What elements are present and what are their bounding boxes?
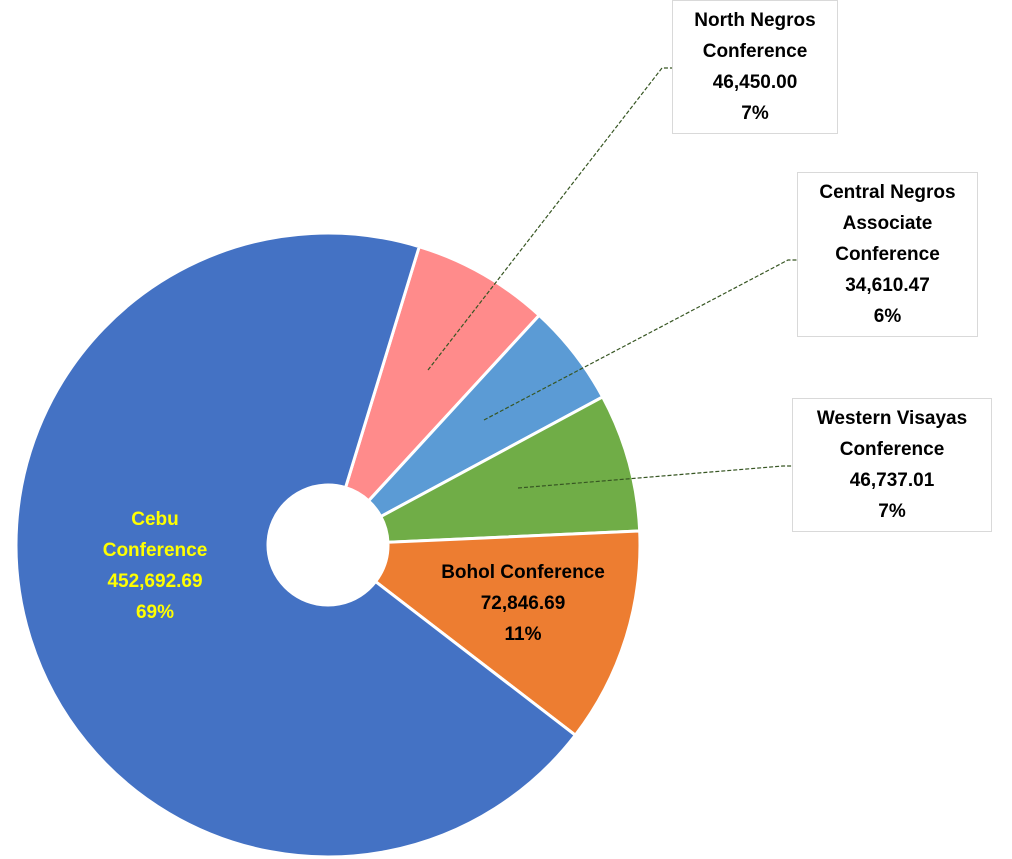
leader-line: [517, 465, 792, 489]
data-label: Western Visayas Conference 46,737.01 7%: [792, 398, 992, 532]
label-percent: 11%: [504, 624, 542, 645]
label-value: 46,737.01: [849, 470, 935, 491]
label-percent: 6%: [873, 306, 902, 327]
slice: [378, 394, 642, 544]
label-percent: 7%: [741, 103, 769, 124]
label-value: 72,846.69: [480, 593, 566, 614]
data-label: North Negros Conference 46,450.00 7%: [672, 0, 838, 134]
label-name: North Negros Conference: [694, 10, 816, 62]
label-name: Central Negros Associate Conference: [819, 182, 956, 265]
label-value: 452,692.69: [107, 571, 203, 592]
leader-line: [427, 67, 672, 371]
leader-line: [483, 259, 797, 421]
data-label: Bohol Conference 72,846.69 11%: [418, 557, 628, 650]
label-value: 34,610.47: [845, 275, 930, 296]
label-value: 46,450.00: [712, 72, 798, 93]
data-label: Central Negros Associate Conference 34,61…: [797, 172, 978, 337]
slice: [14, 231, 578, 859]
label-percent: 7%: [878, 501, 906, 522]
label-name: Bohol Conference: [441, 562, 605, 583]
data-label: Cebu Conference 452,692.69 69%: [80, 504, 230, 628]
slice: [343, 244, 542, 503]
slice: [373, 529, 642, 738]
label-percent: 69%: [135, 602, 175, 623]
label-name: Western Visayas Conference: [816, 408, 968, 460]
label-name: Cebu Conference: [102, 509, 208, 561]
